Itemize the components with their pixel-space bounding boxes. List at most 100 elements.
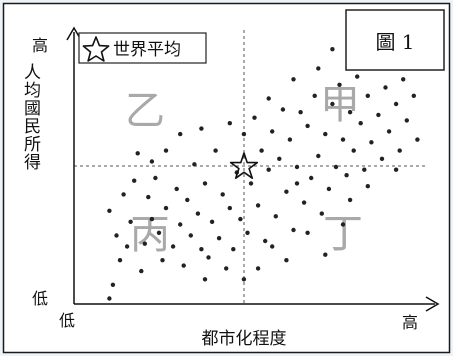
data-point [323, 131, 328, 137]
data-point [291, 77, 296, 82]
data-point [273, 214, 278, 219]
data-point [344, 173, 349, 178]
data-point [139, 268, 144, 274]
data-point [298, 110, 303, 115]
data-point [287, 137, 293, 142]
data-point [351, 148, 356, 153]
data-point [330, 47, 335, 52]
data-point [231, 247, 236, 252]
data-point [404, 118, 409, 123]
data-point [294, 181, 300, 186]
data-point [340, 137, 346, 142]
figure-label-box [345, 9, 445, 71]
data-point [266, 96, 271, 101]
data-point [185, 197, 190, 203]
data-point [216, 236, 222, 241]
x-axis-high-label: 高 [402, 313, 418, 332]
data-point [128, 219, 133, 224]
data-point [255, 266, 261, 271]
legend-star-icon [82, 36, 110, 62]
data-point [266, 167, 271, 172]
data-point [121, 192, 126, 197]
x-axis-arrow-icon [425, 296, 440, 312]
data-point [330, 101, 335, 107]
data-point [316, 66, 321, 71]
data-point [355, 74, 360, 79]
data-point [340, 222, 346, 227]
data-point [178, 222, 183, 227]
data-point [277, 156, 282, 161]
data-point [270, 244, 275, 249]
data-point [284, 258, 289, 263]
data-point [241, 131, 247, 137]
data-point [386, 129, 392, 134]
data-point [209, 219, 215, 224]
data-point [146, 194, 151, 200]
data-point [319, 211, 324, 216]
data-point [213, 148, 218, 153]
data-point [107, 208, 112, 213]
data-point [280, 107, 286, 112]
data-point [227, 121, 232, 126]
data-point [224, 266, 229, 271]
data-point [393, 101, 399, 107]
data-point [312, 93, 317, 99]
data-point [163, 205, 169, 211]
quadrant-label-bottom-right: 丁 [323, 211, 363, 257]
data-point [107, 296, 112, 301]
data-point [365, 184, 370, 189]
x-axis-title: 都市化程度 [202, 329, 287, 349]
data-point [124, 244, 130, 249]
data-point [245, 230, 250, 235]
data-point [188, 233, 193, 238]
data-point [149, 159, 155, 164]
data-point [241, 277, 247, 282]
data-point [163, 148, 169, 153]
data-point [255, 203, 261, 208]
data-point [309, 175, 314, 181]
data-point [294, 164, 300, 170]
data-point [393, 167, 399, 172]
data-point [160, 258, 165, 263]
data-point [259, 148, 264, 153]
data-point [305, 230, 310, 235]
data-point [153, 175, 158, 181]
data-point [199, 247, 204, 252]
data-point [114, 233, 119, 238]
data-point [316, 153, 321, 159]
data-point [195, 211, 201, 216]
data-point [238, 216, 243, 222]
data-point [291, 227, 296, 233]
legend-label: 世界平均 [113, 40, 181, 60]
data-point [305, 123, 310, 129]
data-point [117, 258, 123, 263]
data-point [369, 140, 374, 145]
data-point [248, 181, 254, 186]
data-point [192, 162, 197, 167]
data-point [170, 244, 176, 249]
data-point [135, 151, 140, 156]
y-axis-low-label: 低 [32, 289, 48, 308]
data-point [263, 238, 268, 244]
data-point [301, 200, 307, 205]
data-point [362, 167, 367, 172]
y-axis-high-label: 高 [32, 36, 48, 55]
quadrant-label-top-left: 乙 [125, 88, 165, 134]
data-point [149, 216, 155, 222]
data-point [411, 93, 416, 99]
data-point [383, 85, 388, 90]
data-point [220, 192, 225, 197]
figure-label: 圖 1 [375, 30, 414, 54]
data-point [323, 252, 328, 257]
data-point [156, 230, 162, 235]
data-point [347, 197, 353, 203]
data-point [347, 110, 353, 115]
data-point [132, 178, 137, 183]
data-point [333, 164, 339, 170]
data-point [415, 137, 420, 142]
data-point [110, 282, 116, 287]
data-point [358, 121, 363, 126]
data-point [181, 263, 186, 268]
data-point [174, 186, 179, 192]
